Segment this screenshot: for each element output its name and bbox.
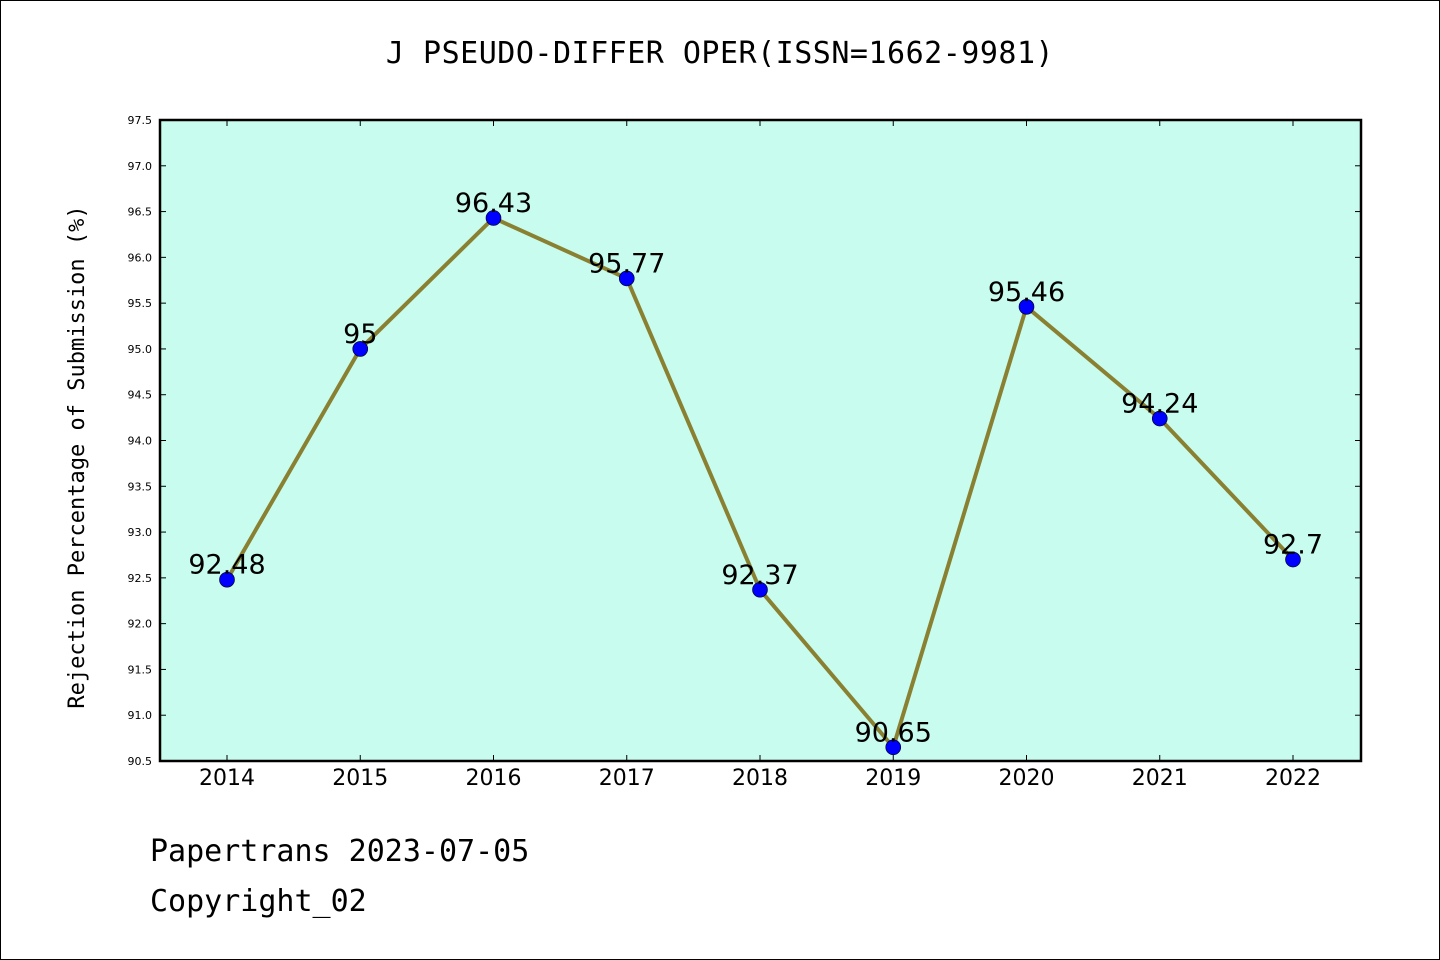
y-tick-label: 90.5 <box>128 755 153 768</box>
data-label: 96.43 <box>455 188 532 219</box>
data-series <box>219 210 1301 756</box>
x-tick-label: 2020 <box>999 766 1055 791</box>
y-axis-label: Rejection Percentage of Submission (%) <box>65 205 90 708</box>
data-point <box>219 571 235 588</box>
y-axis: 90.5 91.0 91.5 92.0 92.5 93.0 93.5 94.0 94.5 95.0… <box>128 114 1361 768</box>
x-tick-label: 2014 <box>199 766 255 791</box>
y-tick-label: 97.5 <box>128 114 153 127</box>
y-tick-label: 94.5 <box>128 389 153 402</box>
y-tick-label: 97.0 <box>128 160 153 173</box>
data-label: 92.37 <box>721 560 798 591</box>
data-point <box>352 341 369 357</box>
data-label: 94.24 <box>1121 389 1198 420</box>
x-tick-label: 2016 <box>466 766 522 791</box>
y-tick-label: 93.0 <box>128 526 153 539</box>
x-tick-label: 2022 <box>1265 766 1321 791</box>
data-point <box>752 581 768 598</box>
y-tick-label: 96.0 <box>128 251 153 264</box>
x-tick-label: 2018 <box>732 766 788 791</box>
x-tick-label: 2017 <box>599 766 655 791</box>
data-point <box>1018 299 1035 315</box>
x-tick-label: 2019 <box>865 766 921 791</box>
data-point <box>1285 551 1301 568</box>
x-tick-label: 2021 <box>1132 766 1188 791</box>
y-tick-label: 95.0 <box>128 343 153 356</box>
data-label: 95.77 <box>588 248 665 279</box>
y-tick-label: 91.0 <box>128 709 153 722</box>
data-label: 90.65 <box>855 717 932 748</box>
data-label: 95.46 <box>988 277 1065 308</box>
data-label: 92.48 <box>188 550 265 581</box>
data-point <box>485 210 502 226</box>
y-tick-label: 94.0 <box>128 435 153 448</box>
data-point <box>1151 410 1168 427</box>
y-tick-label: 95.5 <box>128 297 153 310</box>
data-label: 92.7 <box>1263 530 1323 561</box>
y-tick-label: 92.5 <box>128 572 153 585</box>
x-tick-label: 2015 <box>332 766 388 791</box>
y-tick-label: 91.5 <box>128 663 153 676</box>
data-labels: 92.48 95 96.43 95.77 92.37 90.65 95.46 94.24 92.… <box>188 188 1323 748</box>
footer-source: Papertrans 2023-07-05 <box>150 834 530 869</box>
footer-copyright: Copyright_02 <box>150 884 367 919</box>
y-tick-label: 92.0 <box>128 618 153 631</box>
y-tick-label: 96.5 <box>128 206 153 219</box>
data-point <box>618 270 635 287</box>
data-point <box>885 739 902 756</box>
x-axis: 2014 2015 2016 2017 2018 2019 2020 2021 2022 <box>199 120 1321 791</box>
y-tick-label: 93.5 <box>128 480 153 493</box>
data-label: 95 <box>343 319 377 350</box>
chart-title: J PSEUDO-DIFFER OPER(ISSN=1662-9981) <box>385 36 1055 71</box>
